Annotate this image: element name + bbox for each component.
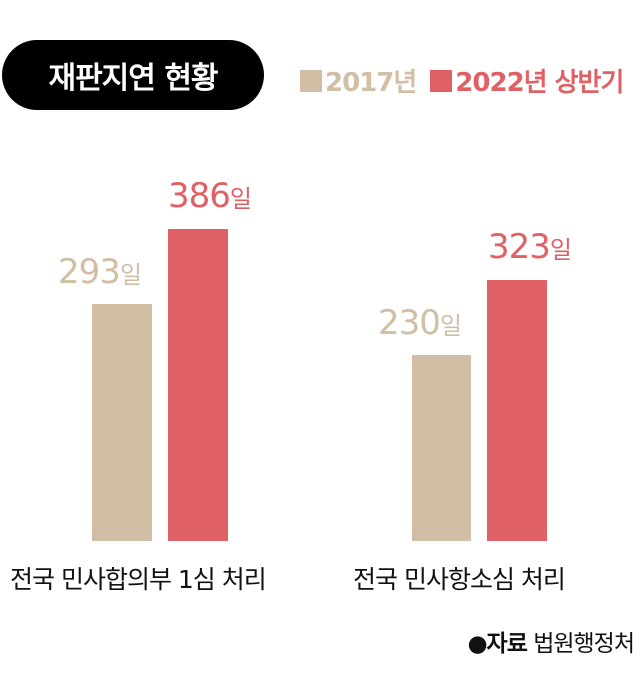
source-text: 법원행정처 (533, 631, 635, 657)
bullet-icon: ● (467, 631, 487, 657)
bar-g1-2022 (168, 229, 228, 541)
value-label-g1-2017: 293일 (58, 252, 142, 292)
value-label-g2-2022: 323일 (488, 227, 572, 267)
category-label-g2: 전국 민사항소심 처리 (353, 565, 566, 594)
legend-swatch-2017 (300, 69, 322, 92)
legend-item-2017: 2017년 (300, 62, 417, 99)
category-label-g1: 전국 민사합의부 1심 처리 (10, 565, 267, 594)
bar-g1-2017 (92, 304, 152, 541)
bar-g2-2017 (412, 355, 471, 541)
legend-label-2022: 2022년 상반기 (455, 68, 624, 98)
chart-title: 재판지연 현황 (2, 40, 264, 110)
source-label: 자료 (486, 631, 528, 657)
legend-item-2022: 2022년 상반기 (430, 62, 624, 99)
legend: 2017년 2022년 상반기 (300, 62, 637, 99)
bar-g2-2022 (487, 280, 547, 541)
value-label-g2-2017: 230일 (378, 303, 462, 343)
value-label-g1-2022: 386일 (168, 176, 252, 216)
legend-label-2017: 2017년 (325, 68, 417, 98)
source-note: ●자료 법원행정처 (467, 624, 635, 658)
legend-swatch-2022 (430, 69, 453, 92)
